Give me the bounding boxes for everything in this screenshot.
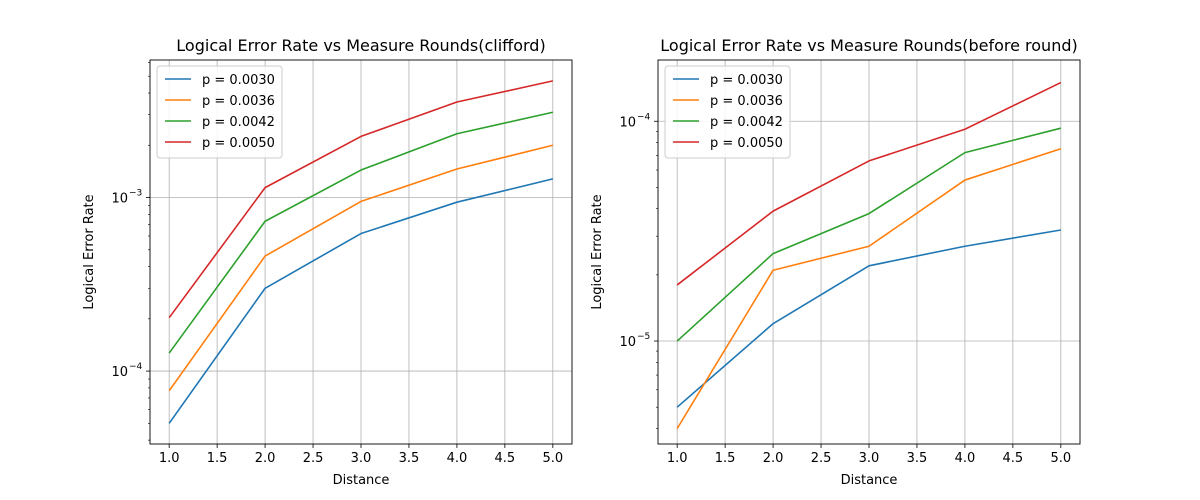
y-tick-label: 10 — [619, 115, 636, 130]
y-tick-exponent: −5 — [637, 332, 650, 342]
x-tick-label: 1.0 — [159, 451, 180, 466]
series-line-3 — [168, 111, 553, 354]
y-tick-label: 10 — [619, 335, 636, 350]
legend-label-2: p = 0.0036 — [202, 94, 275, 109]
left-chart-panel: 1.0 1.5 2.0 2.5 3.0 3.5 4.0 4.5 5.010 −410 −3Logic… — [82, 36, 573, 488]
x-tick-label: 3.5 — [399, 451, 420, 466]
legend-label-1: p = 0.0030 — [710, 73, 783, 88]
x-axis-label: Distance — [841, 473, 898, 488]
y-tick-exponent: −3 — [129, 189, 142, 199]
x-tick-label: 2.0 — [255, 451, 276, 466]
x-tick-label: 2.5 — [303, 451, 324, 466]
x-tick-label: 2.0 — [763, 451, 784, 466]
chart-title: Logical Error Rate vs Measure Rounds(bef… — [660, 36, 1077, 55]
plot-frame — [657, 59, 1081, 445]
legend-label-3: p = 0.0042 — [710, 115, 783, 130]
x-tick-label: 3.0 — [351, 451, 372, 466]
legend-label-4: p = 0.0050 — [202, 136, 275, 151]
legend-label-2: p = 0.0036 — [710, 94, 783, 109]
x-axis-label: Distance — [333, 473, 390, 488]
legend-label-4: p = 0.0050 — [710, 136, 783, 151]
y-tick-base: 10 — [111, 192, 128, 207]
y-tick-base: 10 — [111, 365, 128, 380]
right-chart-panel: 1.0 1.5 2.0 2.5 3.0 3.5 4.0 4.5 5.010 −510 −4Logic… — [590, 36, 1081, 488]
legend-label-3: p = 0.0042 — [202, 115, 275, 130]
legend: p = 0.0030 p = 0.0036 p = 0.0042 p = 0.0050 — [664, 65, 791, 159]
legend-box — [156, 65, 283, 159]
y-tick-base: 10 — [619, 335, 636, 350]
plot-frame — [149, 59, 573, 445]
x-tick-label: 4.0 — [447, 451, 468, 466]
series-line-4 — [168, 80, 553, 319]
x-tick-label: 5.0 — [542, 451, 563, 466]
series-line-1 — [676, 229, 1061, 408]
x-tick-label: 3.5 — [907, 451, 928, 466]
grid-lines — [658, 60, 1080, 444]
series-line-2 — [168, 144, 554, 392]
y-tick-label: 10 — [111, 365, 128, 380]
x-tick-label: 1.5 — [715, 451, 736, 466]
y-tick-base: 10 — [619, 115, 636, 130]
y-axis-label: Logical Error Rate — [590, 194, 605, 309]
x-tick-label: 4.5 — [495, 451, 516, 466]
x-tick-label: 4.5 — [1003, 451, 1024, 466]
x-tick-label: 1.0 — [667, 451, 688, 466]
x-tick-label: 5.0 — [1050, 451, 1071, 466]
y-axis-label: Logical Error Rate — [82, 194, 97, 309]
y-tick-exponent: −4 — [637, 112, 651, 122]
x-tick-label: 3.0 — [859, 451, 880, 466]
series-line-4 — [676, 81, 1062, 286]
y-tick-exponent: −4 — [129, 362, 143, 372]
x-tick-label: 4.0 — [955, 451, 976, 466]
legend-box — [664, 65, 791, 159]
series-line-3 — [676, 127, 1062, 342]
series-line-2 — [676, 147, 1062, 429]
chart-title: Logical Error Rate vs Measure Rounds(cli… — [176, 36, 545, 55]
legend-label-1: p = 0.0030 — [202, 73, 275, 88]
legend: p = 0.0030 p = 0.0036 p = 0.0042 p = 0.0050 — [156, 65, 283, 159]
y-tick-label: 10 — [111, 192, 128, 207]
series-line-1 — [168, 178, 554, 424]
x-tick-label: 2.5 — [811, 451, 832, 466]
x-tick-label: 1.5 — [207, 451, 228, 466]
